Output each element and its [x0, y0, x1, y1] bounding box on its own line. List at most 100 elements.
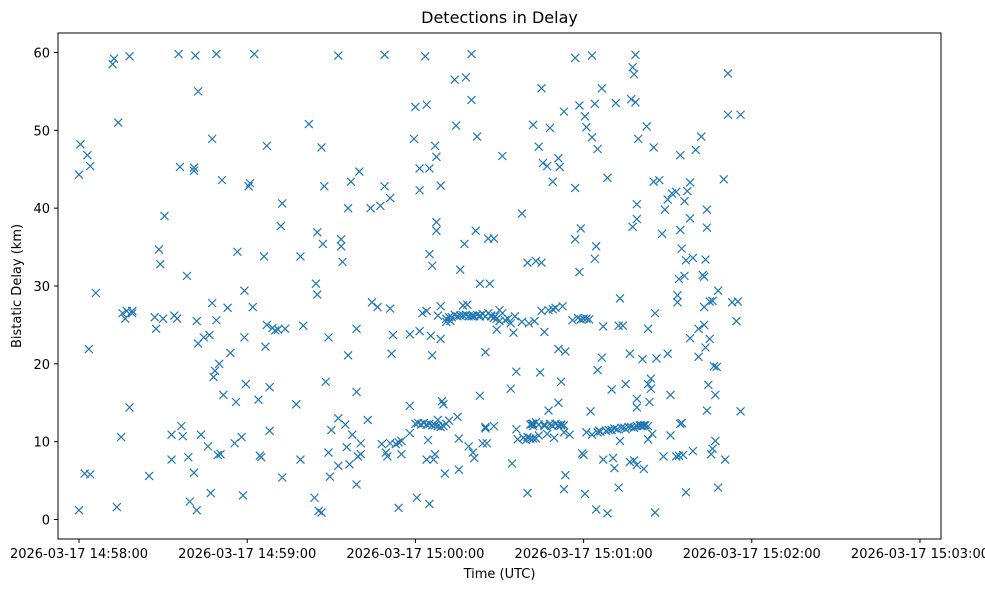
- x-axis-label: Time (UTC): [463, 567, 536, 582]
- detection-point: [503, 314, 513, 324]
- detection-point: [607, 385, 617, 394]
- detection-point: [559, 107, 569, 117]
- detection-point: [584, 315, 594, 324]
- detection-point: [556, 420, 566, 429]
- detection-point: [537, 258, 546, 268]
- detection-point: [643, 324, 653, 334]
- y-tick-label: 40: [33, 202, 50, 217]
- detection-point: [462, 300, 472, 310]
- detection-point: [450, 75, 460, 85]
- detection-point: [422, 455, 432, 465]
- detection-point: [312, 290, 322, 299]
- detection-point: [713, 483, 723, 493]
- detection-point: [675, 225, 685, 235]
- detection-point: [553, 398, 563, 408]
- detection-point: [356, 449, 366, 459]
- detection-point: [643, 434, 653, 444]
- detection-point: [677, 418, 687, 428]
- detection-point: [116, 432, 126, 442]
- detection-point: [427, 350, 437, 360]
- detection-point: [377, 439, 387, 449]
- detection-point: [570, 53, 580, 63]
- detection-point: [167, 430, 176, 440]
- detection-point: [481, 422, 490, 432]
- detection-point: [280, 324, 290, 334]
- detection-point: [74, 170, 84, 180]
- detection-point: [597, 83, 607, 93]
- detection-point: [312, 227, 322, 237]
- detection-point: [719, 174, 729, 184]
- detection-point: [424, 249, 434, 259]
- detection-point: [475, 279, 485, 289]
- detection-point: [659, 452, 668, 461]
- detection-point: [509, 328, 518, 338]
- detection-point: [482, 438, 492, 448]
- detection-point: [451, 121, 461, 131]
- detection-point: [345, 459, 354, 469]
- detection-point: [535, 367, 545, 377]
- detection-point: [553, 153, 563, 163]
- detection-point: [528, 120, 538, 130]
- detection-point: [444, 312, 454, 322]
- x-tick-label: 2026-03-17 14:58:00: [10, 547, 148, 562]
- detection-point: [276, 221, 286, 231]
- detection-point: [388, 330, 398, 340]
- detection-point: [587, 51, 597, 60]
- detection-point: [699, 320, 709, 330]
- detection-point: [310, 493, 319, 503]
- detection-point: [439, 399, 448, 409]
- detection-point: [702, 223, 712, 233]
- detection-point: [610, 463, 619, 473]
- detection-point: [158, 314, 168, 324]
- detection-point: [549, 433, 559, 443]
- detection-point: [537, 83, 546, 93]
- detection-point: [405, 401, 415, 411]
- detection-point: [696, 132, 706, 141]
- detection-point: [232, 247, 242, 257]
- detection-point: [625, 349, 635, 359]
- detection-point: [558, 301, 567, 311]
- detection-point: [296, 251, 305, 261]
- detection-point: [706, 449, 716, 459]
- detection-point: [660, 205, 670, 215]
- detection-point: [593, 144, 603, 154]
- x-tick-label: 2026-03-17 15:03:00: [851, 547, 985, 562]
- detection-point: [638, 354, 647, 364]
- detection-point: [580, 111, 590, 121]
- detection-point: [380, 181, 389, 191]
- detection-point: [542, 161, 552, 171]
- detection-point: [380, 50, 389, 60]
- detection-point: [650, 508, 660, 517]
- detection-point: [469, 453, 479, 463]
- detection-point: [598, 455, 608, 465]
- detection-point: [178, 431, 188, 441]
- detection-point: [560, 346, 570, 356]
- detection-point: [415, 185, 425, 195]
- detection-point: [587, 132, 597, 142]
- detection-point: [91, 288, 101, 298]
- detection-point: [432, 152, 441, 162]
- detection-point: [467, 95, 476, 105]
- detection-point: [211, 315, 221, 325]
- y-tick-label: 60: [33, 46, 50, 61]
- detection-point: [640, 420, 650, 430]
- detection-point: [610, 424, 619, 433]
- detection-point: [705, 334, 715, 344]
- detection-point: [574, 100, 584, 110]
- detection-point: [538, 158, 548, 168]
- detection-point: [453, 311, 462, 321]
- detection-point: [336, 241, 346, 251]
- detection-point: [192, 505, 202, 515]
- detection-point: [343, 203, 353, 213]
- detection-point: [262, 320, 272, 330]
- detection-point: [385, 304, 395, 313]
- detection-point: [248, 302, 258, 312]
- detection-point: [646, 384, 656, 394]
- detection-point: [544, 406, 553, 415]
- detection-point: [461, 72, 471, 82]
- detection-point: [652, 353, 661, 363]
- detection-point: [523, 258, 532, 268]
- detection-point: [590, 99, 600, 109]
- detection-point: [427, 261, 437, 271]
- detection-point: [354, 167, 364, 176]
